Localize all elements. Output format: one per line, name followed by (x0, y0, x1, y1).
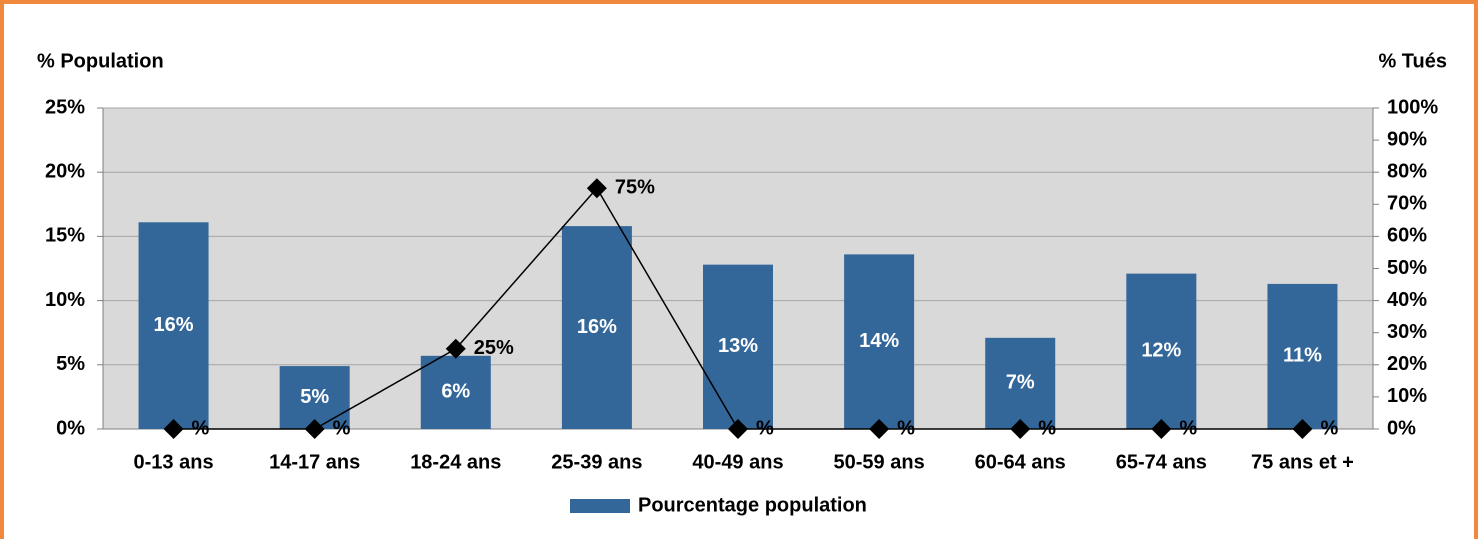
bar-value-label: 16% (154, 314, 194, 336)
y2-tick-label: 100% (1387, 96, 1438, 118)
bar-value-label: 13% (718, 335, 758, 357)
line-marker (1292, 419, 1313, 439)
y2-tick-label: 10% (1387, 385, 1427, 407)
line-value-label: % (1038, 417, 1056, 439)
legend-swatch (570, 499, 630, 513)
line-value-label: % (756, 417, 774, 439)
line-value-label: % (897, 417, 915, 439)
bar (420, 355, 491, 429)
line-value-label: 25% (474, 337, 514, 359)
line-marker (304, 419, 325, 439)
line-marker (728, 419, 748, 439)
line-value-label: % (192, 417, 210, 439)
line-value-label: 75% (615, 177, 655, 199)
bar (1267, 283, 1338, 429)
line-value-label: % (1320, 417, 1338, 439)
y-tick-label: 15% (45, 225, 85, 247)
x-tick-label: 0-13 ans (134, 451, 214, 473)
y-axis-title: % Population (37, 50, 164, 72)
line-marker (1151, 419, 1172, 439)
y2-tick-label: 40% (1387, 289, 1427, 311)
y2-tick-label: 50% (1387, 257, 1427, 279)
line-marker (163, 419, 184, 439)
x-tick-label: 14-17 ans (269, 451, 360, 473)
bar-value-label: 11% (1283, 345, 1322, 367)
y2-tick-label: 90% (1387, 128, 1427, 150)
bar (561, 226, 632, 429)
bar-value-label: 16% (577, 316, 617, 338)
y2-axis-title: % Tués (1378, 50, 1447, 72)
bar (138, 222, 209, 429)
x-tick-label: 60-64 ans (975, 451, 1066, 473)
line-marker (869, 419, 890, 439)
bar-value-label: 5% (300, 386, 329, 408)
y2-tick-label: 80% (1387, 160, 1427, 182)
x-tick-label: 65-74 ans (1116, 451, 1207, 473)
bar (844, 254, 915, 429)
bar (1126, 273, 1197, 429)
y2-tick-label: 20% (1387, 353, 1427, 375)
bar-value-label: 7% (1006, 372, 1035, 394)
line-value-label: % (333, 417, 351, 439)
line-value-label: % (1179, 417, 1197, 439)
y2-tick-label: 30% (1387, 321, 1427, 343)
line-marker (1010, 419, 1031, 439)
bar (703, 264, 773, 429)
bar-value-label: 12% (1141, 340, 1181, 362)
line-marker (586, 178, 607, 199)
y-tick-label: 20% (45, 160, 85, 182)
line-marker (445, 338, 466, 359)
y2-tick-label: 0% (1387, 417, 1416, 439)
y2-tick-label: 70% (1387, 193, 1427, 215)
bar (279, 366, 350, 429)
y-tick-label: 0% (56, 417, 85, 439)
bar-value-label: 14% (859, 330, 899, 352)
x-tick-label: 50-59 ans (834, 451, 925, 473)
x-tick-label: 40-49 ans (692, 451, 783, 473)
y-tick-label: 5% (56, 353, 85, 375)
y-tick-label: 25% (45, 96, 85, 118)
y-tick-label: 10% (45, 289, 85, 311)
y2-tick-label: 60% (1387, 225, 1427, 247)
bar (985, 337, 1056, 429)
x-tick-label: 75 ans et + (1251, 451, 1354, 473)
x-tick-label: 18-24 ans (410, 451, 501, 473)
legend-label: Pourcentage population (638, 494, 867, 516)
bar-value-label: 6% (441, 381, 470, 403)
x-tick-label: 25-39 ans (551, 451, 642, 473)
